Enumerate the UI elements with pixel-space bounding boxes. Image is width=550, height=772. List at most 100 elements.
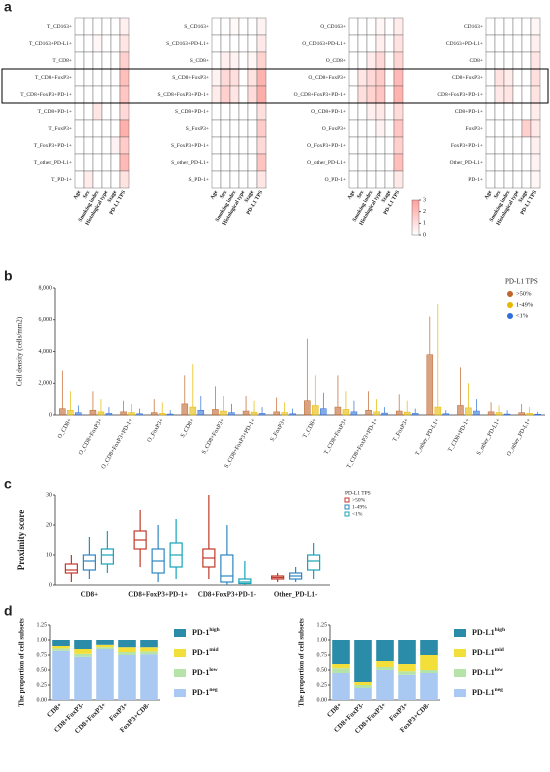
- box: [342, 409, 350, 416]
- colorbar-step: [412, 229, 419, 232]
- heat-cell: [220, 136, 231, 155]
- column-label: Age: [210, 189, 220, 200]
- heat-cell: [494, 153, 505, 172]
- heat-cell: [521, 119, 532, 138]
- column-label: Sex: [356, 189, 365, 199]
- y-tick-label: 0.25: [37, 682, 48, 688]
- x-tick-label: CD8+: [45, 701, 63, 719]
- row-label: T_CD8+PD-1+: [38, 109, 72, 115]
- heat-cell: [503, 17, 514, 36]
- legend-swatch: [507, 291, 513, 297]
- column-label: Age: [347, 189, 357, 200]
- heat-cell: [211, 119, 222, 138]
- heat-cell: [229, 17, 240, 36]
- y-tick-label: 4,000: [39, 349, 53, 355]
- colorbar-step: [412, 217, 419, 220]
- column-label: Sex: [82, 189, 91, 199]
- heat-cell: [512, 119, 523, 138]
- heat-cell: [220, 153, 231, 172]
- heat-cell: [530, 102, 541, 121]
- bar-segment: [52, 648, 70, 651]
- heat-cell: [110, 51, 121, 70]
- box: [158, 413, 166, 416]
- heat-cell: [530, 153, 541, 172]
- row-label: CD8+PD-1+: [455, 109, 483, 115]
- heat-cell: [74, 68, 85, 87]
- colorbar-step: [412, 212, 419, 215]
- heat-cell: [211, 170, 222, 189]
- heat-cell: [485, 85, 496, 104]
- y-tick-label: 0: [49, 412, 52, 418]
- heat-cell: [384, 68, 395, 87]
- row-label: PD-1+: [468, 177, 483, 183]
- heat-cell: [393, 136, 404, 155]
- box: [434, 406, 442, 416]
- y-axis-label: The proportion of cell subsets: [18, 618, 26, 707]
- y-tick-label: 0: [49, 582, 52, 588]
- heat-cell: [74, 17, 85, 36]
- heat-cell: [83, 17, 94, 36]
- heat-cell: [256, 136, 267, 155]
- heat-cell: [521, 17, 532, 36]
- heat-cell: [485, 102, 496, 121]
- legend-label: PD-L1high: [472, 627, 505, 637]
- box: [189, 406, 197, 416]
- row-label: T_CD8+FoxP3+PD-1+: [20, 92, 72, 98]
- row-label: S_CD8+PD-1+: [175, 109, 209, 115]
- heat-cell: [375, 68, 386, 87]
- heat-cell: [503, 170, 514, 189]
- bar-segment: [354, 682, 372, 685]
- heat-cell: [366, 17, 377, 36]
- x-tick-label: S_CD8+FoxP3+PD-1+: [224, 417, 258, 469]
- heat-cell: [485, 68, 496, 87]
- box: [238, 578, 252, 585]
- box: [457, 405, 464, 416]
- heat-cell: [211, 17, 222, 36]
- heat-cell: [375, 85, 386, 104]
- heat-cell: [101, 153, 112, 172]
- row-label: CD163+: [464, 24, 483, 30]
- heat-cell: [494, 119, 505, 138]
- box: [473, 410, 480, 416]
- colorbar-step: [412, 226, 419, 229]
- box: [495, 412, 503, 416]
- heat-cell: [521, 85, 532, 104]
- heat-cell: [74, 153, 85, 172]
- heat-cell: [83, 68, 94, 87]
- legend-label: <1%: [516, 312, 529, 319]
- box: [442, 413, 450, 416]
- heat-cell: [74, 51, 85, 70]
- colorbar-step: [412, 208, 419, 211]
- heat-cell: [485, 119, 496, 138]
- x-tick-label: CD8+FoxP3+PD-1+: [128, 591, 188, 599]
- y-tick-label: 6,000: [39, 317, 53, 323]
- x-tick-label: S_CD8+FoxP3+: [201, 417, 227, 455]
- legend-name: PD-1: [192, 648, 209, 657]
- legend-swatch: [454, 669, 466, 677]
- heat-cell: [512, 102, 523, 121]
- bar-segment: [376, 667, 394, 670]
- box: [89, 409, 97, 416]
- y-tick-label: 0.75: [317, 652, 328, 658]
- heat-cell: [348, 51, 359, 70]
- heat-cell: [393, 102, 404, 121]
- x-tick-label: CD8+FoxP3+PD-1-: [198, 591, 257, 599]
- row-label: O_FoxP3+PD-1+: [307, 143, 346, 149]
- legend-label: >50%: [352, 497, 366, 503]
- heat-cell: [119, 119, 130, 138]
- box: [120, 411, 127, 416]
- box: [411, 413, 419, 416]
- heat-cell: [384, 34, 395, 53]
- heat-cell: [119, 85, 130, 104]
- heat-cell: [530, 34, 541, 53]
- heat-cell: [247, 68, 258, 87]
- legend-swatch: [507, 302, 513, 308]
- row-label: O_CD163+PD-L1+: [302, 41, 346, 47]
- heat-cell: [83, 170, 94, 189]
- heat-cell: [83, 136, 94, 155]
- box: [128, 412, 135, 416]
- heat-cell: [375, 170, 386, 189]
- heat-cell: [238, 34, 249, 53]
- heat-cell: [393, 68, 404, 87]
